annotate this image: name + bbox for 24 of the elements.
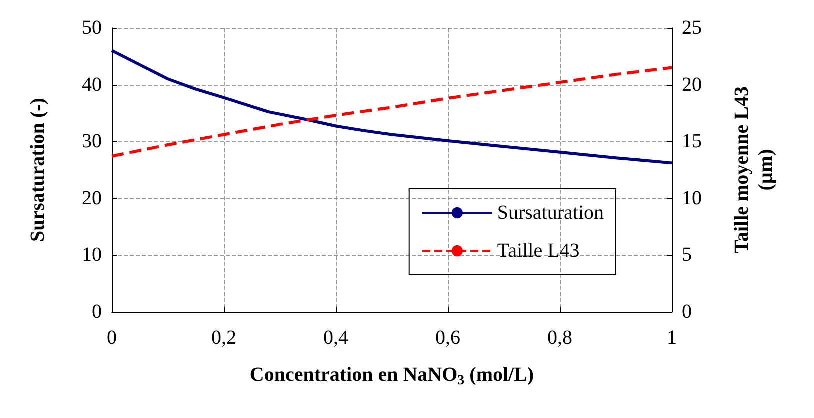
- legend-label: Sursaturation: [497, 202, 604, 224]
- y-tick-label: 40: [82, 74, 102, 96]
- y2-tick-label: 25: [682, 17, 702, 39]
- line-series: [110, 66, 674, 158]
- y2-tick-label: 20: [682, 74, 702, 96]
- line-series: [110, 49, 674, 165]
- y-tick-label: 0: [92, 301, 102, 323]
- y-tick-label: 20: [82, 187, 102, 210]
- y-tick-label: 50: [82, 17, 102, 39]
- y2-tick-label: 15: [682, 130, 702, 153]
- y2-tick-label: 10: [682, 187, 702, 210]
- x-tick-label: 0,2: [212, 327, 236, 349]
- y-tick-label: 30: [82, 130, 102, 153]
- y2-tick-label: 5: [682, 244, 692, 266]
- y-axis-title: Sursaturation (-): [27, 98, 49, 242]
- x-tick-label: 0: [107, 327, 117, 349]
- x-tick-label: 0,4: [324, 327, 348, 349]
- legend-label: Taille L43: [497, 240, 580, 262]
- x-tick-label: 0,6: [436, 327, 460, 349]
- y2-axis-title: Taille moyenne L43 (µm): [731, 86, 777, 254]
- x-tick-label: 1: [667, 327, 677, 349]
- x-tick-label: 0,8: [548, 327, 572, 349]
- y2-tick-label: 0: [682, 301, 692, 323]
- y-tick-label: 10: [82, 244, 102, 266]
